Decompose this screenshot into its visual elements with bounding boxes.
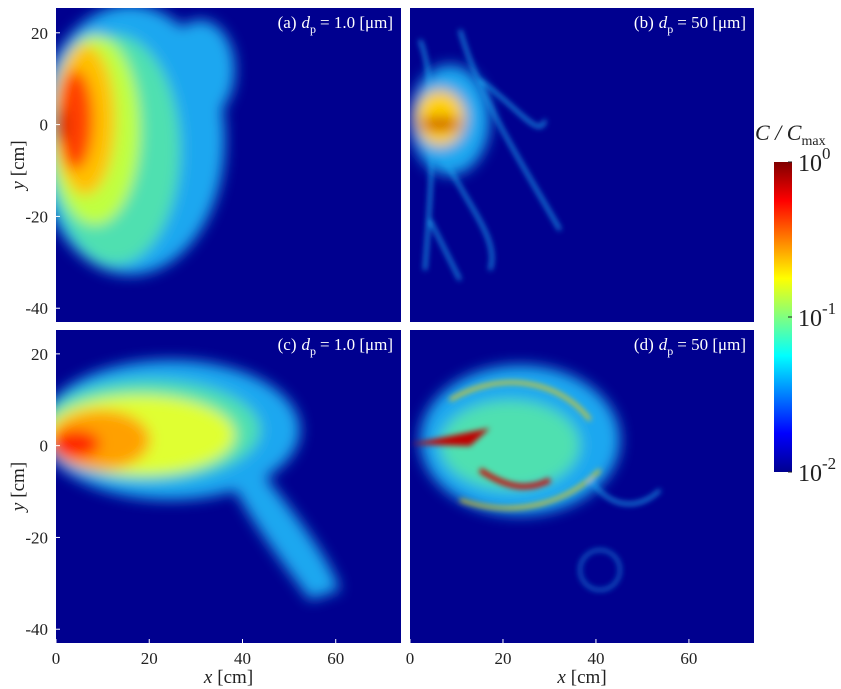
subscript: p [310,22,316,36]
y-axis-label: y [cm] [8,140,29,191]
colorbar-tick-label: 10-2 [798,454,836,487]
x-tick-label: 40 [587,649,604,668]
y-tick-label: 20 [31,24,48,43]
colorbar-tick-label: 10-1 [798,299,836,332]
axis-var: y [8,181,29,192]
tick-exponent: -1 [822,299,836,318]
x-tick-label: 60 [327,649,344,668]
axis-var: y [8,502,29,513]
panel-id: (d) [634,335,654,354]
x-tick-label: 20 [494,649,511,668]
y-tick-label: 0 [40,437,49,456]
colorbar-label: C / Cmax [755,120,826,149]
panel-id: (b) [634,13,654,32]
x-tick-label: 20 [141,649,158,668]
x-tick-label: 0 [406,649,415,668]
axis-var: x [203,667,213,688]
subscript: p [310,344,316,358]
panel-id: (c) [278,335,297,354]
tick-base: 10 [798,306,822,332]
axis-unit: [cm] [571,667,607,688]
subscript: p [667,344,673,358]
axis-unit: [cm] [8,462,29,498]
y-tick-label: 20 [31,345,48,364]
label-sub: max [801,134,825,149]
y-tick-label: -20 [25,528,48,547]
tick-base: 10 [798,151,822,177]
x-tick-label: 40 [234,649,251,668]
axis-unit: [cm] [217,667,253,688]
label-var: C / C [755,120,802,145]
y-tick-label: -40 [25,620,48,639]
x-tick-label: 0 [52,649,61,668]
x-axis-label: x[cm] [203,667,253,688]
panel-id: (a) [278,13,297,32]
value-text: = 50 [μm] [677,335,746,354]
value-text: = 1.0 [μm] [320,335,393,354]
y-tick-label: 0 [40,116,49,135]
axis-var: x [556,667,566,688]
value-text: = 1.0 [μm] [320,13,393,32]
subscript: p [667,22,673,36]
tick-exponent: -2 [822,454,836,473]
figure: (a)dp= 1.0 [μm]200-20-40y[cm](b)dp= 50 [… [0,0,841,689]
value-text: = 50 [μm] [677,13,746,32]
x-tick-label: 60 [680,649,697,668]
x-axis-label: x[cm] [556,667,606,688]
axis-unit: [cm] [8,140,29,176]
tick-base: 10 [798,461,822,487]
y-axis-label: y [cm] [8,462,29,513]
y-tick-label: -20 [25,207,48,226]
y-tick-label: -40 [25,299,48,318]
